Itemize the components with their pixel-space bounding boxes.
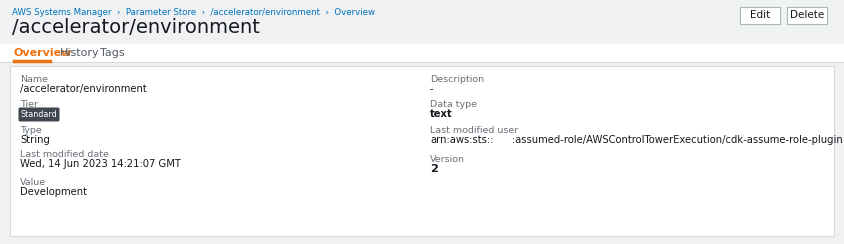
Text: :assumed-role/AWSControlTowerExecution/cdk-assume-role-plugin: :assumed-role/AWSControlTowerExecution/c… xyxy=(490,135,843,145)
Text: Overview: Overview xyxy=(14,48,73,58)
FancyBboxPatch shape xyxy=(787,7,827,24)
Text: Version: Version xyxy=(430,155,465,164)
Text: Wed, 14 Jun 2023 14:21:07 GMT: Wed, 14 Jun 2023 14:21:07 GMT xyxy=(20,159,181,169)
FancyBboxPatch shape xyxy=(19,108,59,122)
Text: -: - xyxy=(430,84,434,94)
FancyBboxPatch shape xyxy=(0,0,844,62)
Text: Tags: Tags xyxy=(100,48,125,58)
Text: AWS Systems Manager  ›  Parameter Store  ›  /accelerator/environment  ›  Overvie: AWS Systems Manager › Parameter Store › … xyxy=(12,8,375,17)
Text: text: text xyxy=(430,109,452,119)
Text: /accelerator/environment: /accelerator/environment xyxy=(20,84,147,94)
Text: Development: Development xyxy=(20,187,87,197)
Text: Delete: Delete xyxy=(790,10,824,20)
Text: Standard: Standard xyxy=(20,110,57,119)
Text: Tier: Tier xyxy=(20,100,38,109)
Text: Type: Type xyxy=(20,126,41,135)
Text: Data type: Data type xyxy=(430,100,477,109)
Text: Description: Description xyxy=(430,75,484,84)
Text: Value: Value xyxy=(20,178,46,187)
Text: /accelerator/environment: /accelerator/environment xyxy=(12,18,260,37)
Text: String: String xyxy=(20,135,50,145)
FancyBboxPatch shape xyxy=(0,44,844,62)
Text: History: History xyxy=(60,48,100,58)
Text: arn:aws:sts::: arn:aws:sts:: xyxy=(430,135,494,145)
FancyBboxPatch shape xyxy=(10,66,834,236)
Text: Name: Name xyxy=(20,75,48,84)
Text: Last modified user: Last modified user xyxy=(430,126,518,135)
Text: Edit: Edit xyxy=(749,10,770,20)
Text: Last modified date: Last modified date xyxy=(20,150,109,159)
FancyBboxPatch shape xyxy=(740,7,780,24)
Text: 2: 2 xyxy=(430,164,438,174)
